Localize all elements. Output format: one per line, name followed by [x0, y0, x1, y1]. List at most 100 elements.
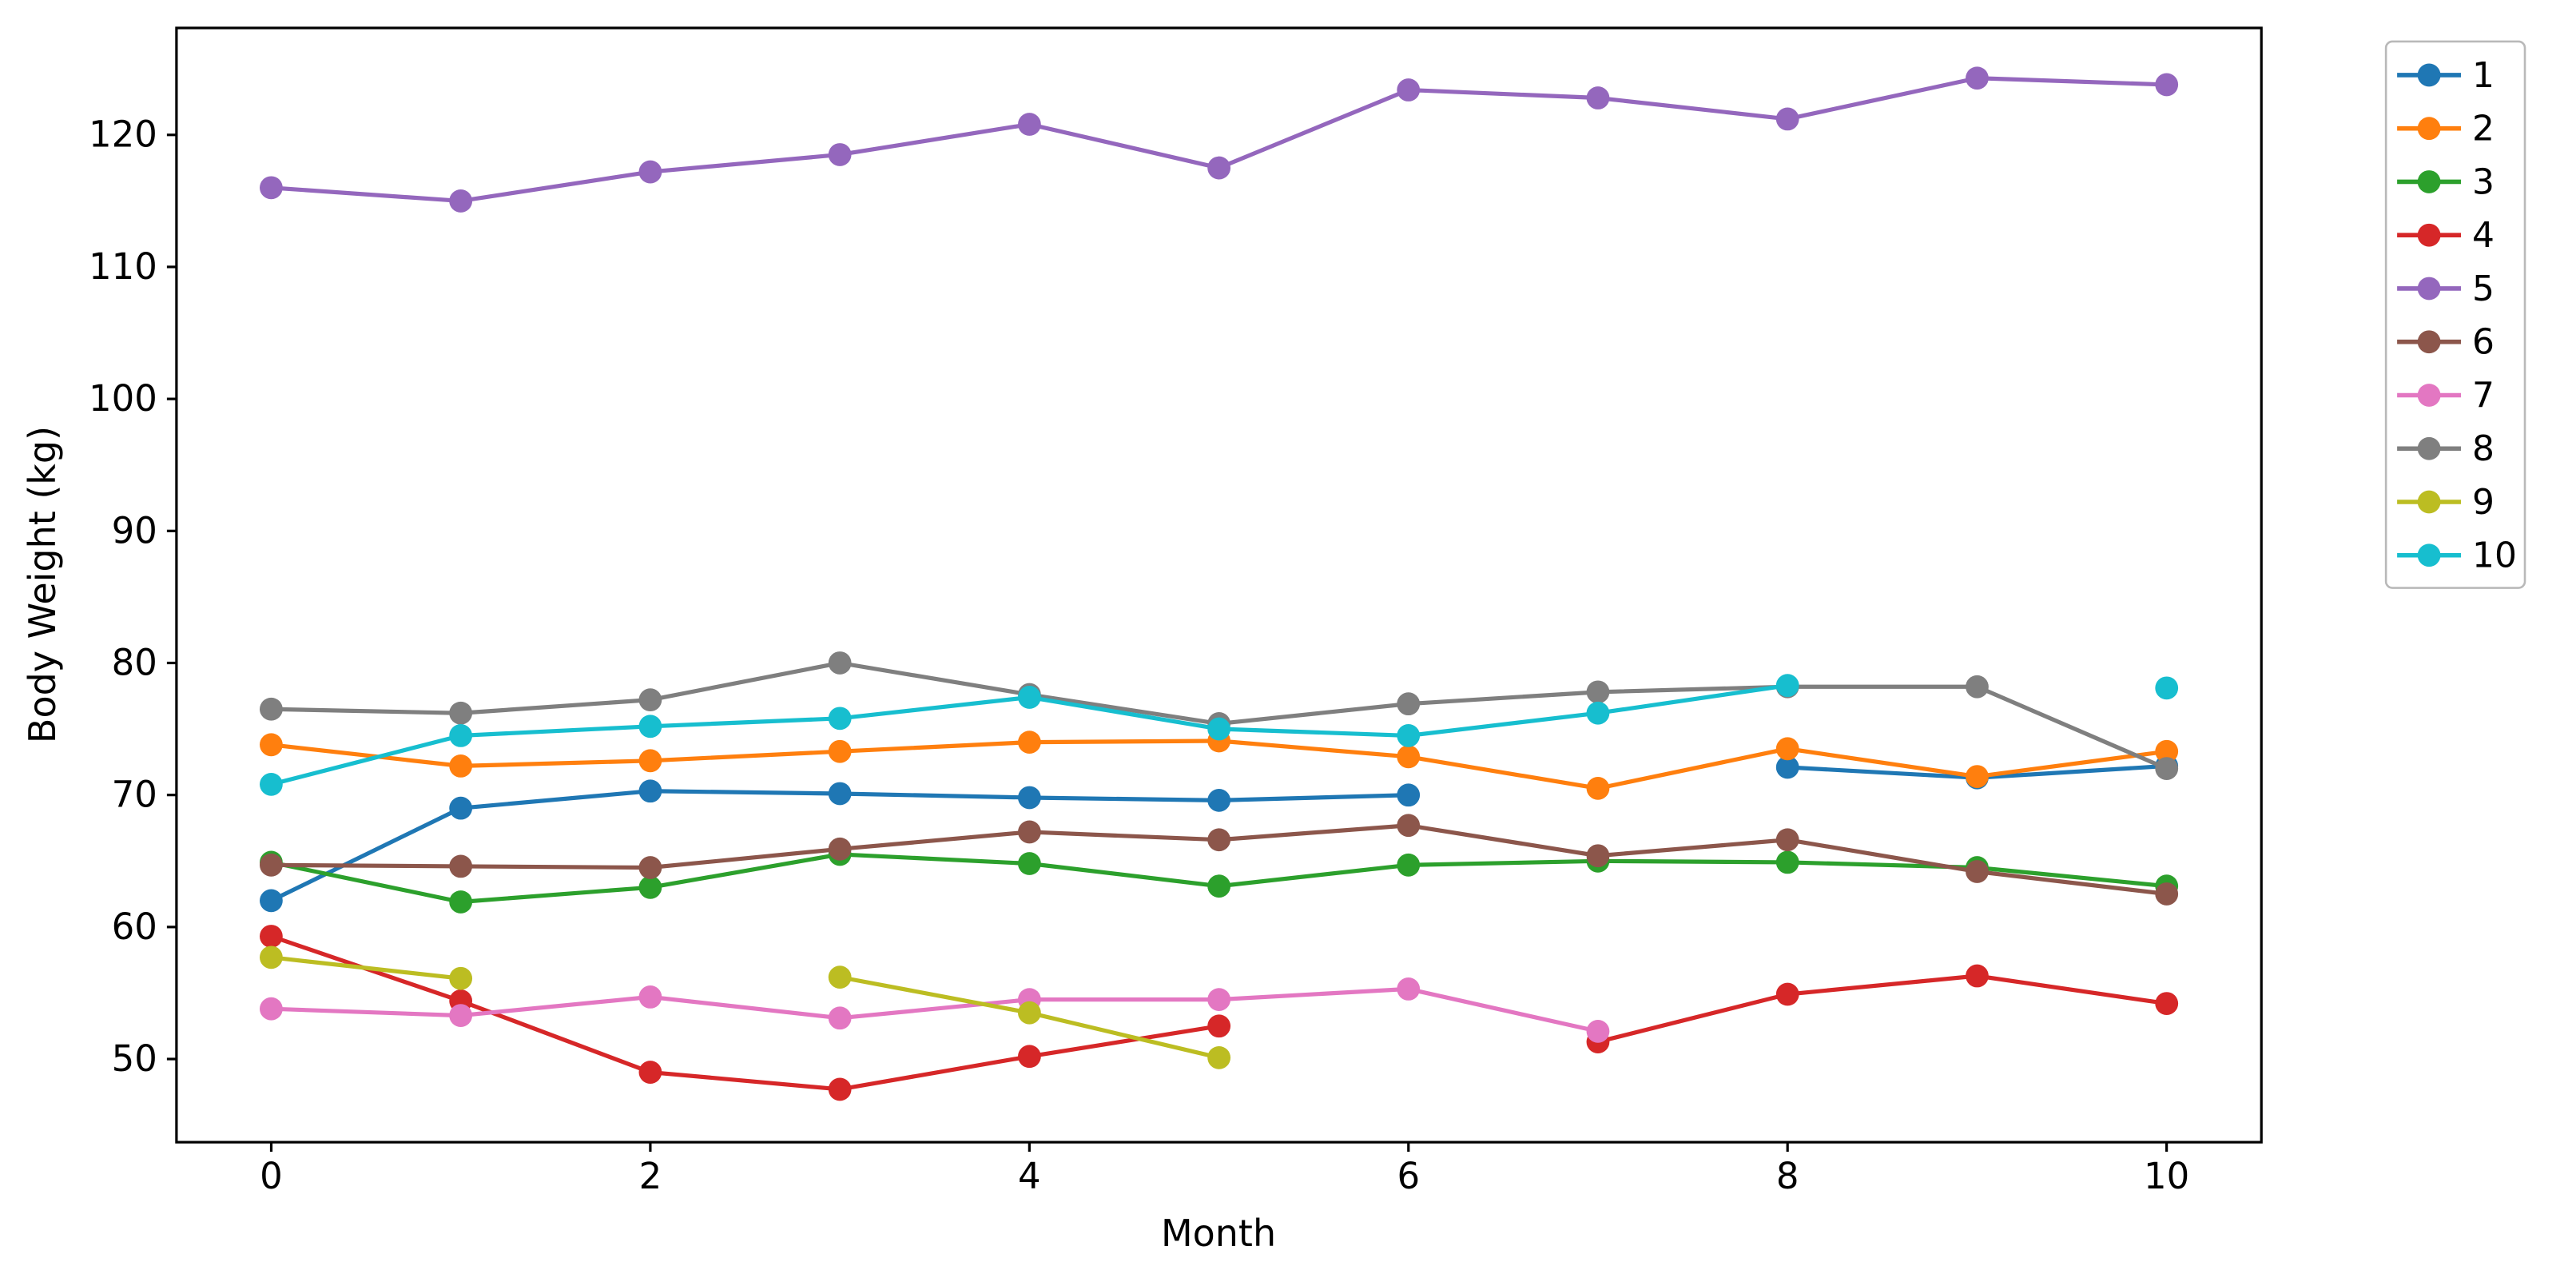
series-5-marker	[1397, 78, 1421, 102]
series-6-marker	[638, 856, 662, 879]
series-6-marker	[1966, 860, 1989, 883]
y-tick-label: 90	[112, 509, 157, 551]
series-9-marker	[260, 946, 283, 969]
series-4-marker	[1207, 1014, 1231, 1038]
legend-marker-swatch	[2417, 63, 2441, 87]
legend-marker-swatch	[2417, 490, 2441, 514]
y-tick-label: 80	[112, 641, 157, 683]
series-6-marker	[1775, 828, 1799, 852]
series-1-marker	[638, 779, 662, 803]
series-3-marker	[1775, 850, 1799, 874]
series-6-marker	[1018, 820, 1041, 844]
series-7-line	[268, 986, 1600, 1033]
legend-label: 10	[2472, 535, 2517, 576]
series-5-marker	[1586, 86, 1610, 109]
series-4-marker	[1775, 982, 1799, 1006]
series-7-marker	[449, 1004, 473, 1027]
series-6-marker	[1397, 814, 1421, 838]
series-9-marker	[828, 965, 852, 989]
series-7-marker	[1586, 1019, 1610, 1043]
series-2-marker	[1775, 737, 1799, 761]
series-4-marker	[2155, 992, 2179, 1015]
x-tick-label: 2	[639, 1155, 662, 1197]
series-8-marker	[2155, 757, 2179, 780]
series-6-marker	[1586, 844, 1610, 868]
series-3-marker	[1397, 853, 1421, 877]
series-7-marker	[828, 1006, 852, 1030]
series-5-marker	[449, 189, 473, 213]
series-10-marker	[1586, 701, 1610, 725]
x-tick-label: 6	[1397, 1155, 1420, 1197]
legend-label: 2	[2472, 109, 2495, 149]
series-5-marker	[260, 176, 283, 200]
plot-area-border	[175, 26, 2263, 1144]
series-5-line	[268, 76, 2169, 204]
legend-label: 8	[2472, 428, 2495, 469]
series-10-marker	[1018, 686, 1041, 709]
series-1-marker	[1775, 755, 1799, 779]
y-axis-label: Body Weight (kg)	[21, 426, 64, 743]
series-10-marker	[1397, 724, 1421, 747]
legend-label: 5	[2472, 269, 2495, 309]
series-3-marker	[638, 875, 662, 899]
series-10-marker	[449, 724, 473, 747]
x-axis-label: Month	[1161, 1212, 1276, 1255]
series-6-marker	[449, 854, 473, 878]
x-tick-label: 10	[2144, 1155, 2189, 1197]
series-4-line	[1596, 973, 2169, 1045]
series-8-marker	[638, 688, 662, 712]
series-7-marker	[260, 997, 283, 1021]
series-2-marker	[1397, 745, 1421, 769]
legend-label: 1	[2472, 55, 2495, 96]
legend-label: 4	[2472, 215, 2495, 256]
series-10-marker	[2155, 676, 2179, 700]
series-3-marker	[1207, 874, 1231, 898]
series-10-marker	[260, 772, 283, 796]
legend-box	[2384, 40, 2526, 589]
y-tick-label: 110	[89, 245, 157, 288]
y-tick-label: 60	[112, 906, 157, 948]
series-7-marker	[1207, 988, 1231, 1011]
series-4-line	[268, 934, 1222, 1092]
series-6-marker	[828, 837, 852, 861]
series-1-marker	[828, 782, 852, 806]
series-4-marker	[260, 925, 283, 948]
series-7-marker	[638, 985, 662, 1009]
series-7-marker	[1397, 977, 1421, 1001]
series-9-marker	[1207, 1045, 1231, 1069]
x-tick-label: 0	[260, 1155, 283, 1197]
legend-marker-swatch	[2417, 543, 2441, 567]
x-tick-label: 8	[1776, 1155, 1799, 1197]
series-4-marker	[638, 1061, 662, 1084]
series-6-marker	[1207, 828, 1231, 852]
series-5-marker	[1775, 107, 1799, 131]
series-10-marker	[1207, 717, 1231, 741]
series-2-marker	[1586, 776, 1610, 800]
series-8-marker	[260, 697, 283, 721]
legend-marker-swatch	[2417, 223, 2441, 247]
legend-marker-swatch	[2417, 436, 2441, 460]
series-1-marker	[1207, 788, 1231, 812]
series-2-marker	[828, 739, 852, 763]
series-3-marker	[1018, 852, 1041, 875]
legend-label: 3	[2472, 161, 2495, 202]
series-2-marker	[638, 749, 662, 773]
series-3-marker	[449, 890, 473, 914]
series-5-marker	[1018, 113, 1041, 136]
legend-marker-swatch	[2417, 117, 2441, 141]
legend-marker-swatch	[2417, 330, 2441, 354]
series-5-marker	[1966, 66, 1989, 90]
series-9-marker	[1018, 1001, 1041, 1025]
series-4-marker	[828, 1077, 852, 1101]
series-5-marker	[638, 160, 662, 184]
series-5-marker	[828, 143, 852, 166]
series-8-marker	[1397, 692, 1421, 716]
series-5-marker	[1207, 156, 1231, 180]
y-tick-label: 100	[89, 377, 157, 420]
series-10-marker	[638, 715, 662, 738]
series-10-marker	[828, 707, 852, 731]
series-9-line	[268, 955, 463, 981]
series-8-marker	[1586, 680, 1610, 704]
series-2-marker	[1966, 765, 1989, 788]
